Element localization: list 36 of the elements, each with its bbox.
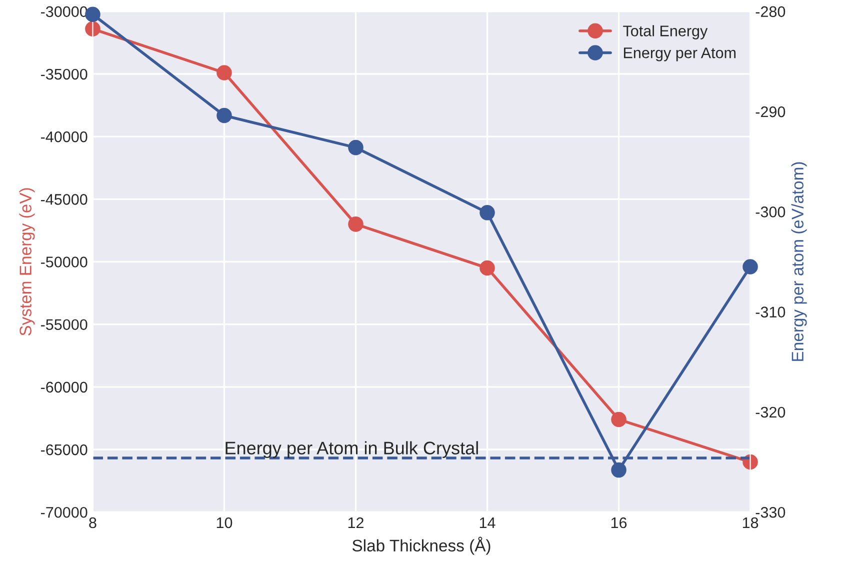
x-tick-label: 16 [611,517,627,528]
x-tick-label: 12 [348,517,364,528]
point [85,6,100,22]
y-tick-label: -60000 [40,382,88,393]
point [216,108,232,124]
legend-label: Total Energy [623,25,708,40]
y2-tick-label: -290 [756,106,786,118]
y-tick-label: -65000 [40,444,88,456]
point [611,412,626,428]
ref-line-label: Energy per Atom in Bulk Crystal [226,441,478,458]
point [742,259,758,274]
x-axis-title: Slab Thickness (Å) [352,536,490,555]
y2-tick-label: -300 [756,206,786,218]
y-tick-label: -40000 [40,131,88,142]
y-tick-label: -35000 [40,68,88,80]
y2-tick-label: -330 [756,506,786,518]
point [611,462,626,478]
y-tick-label: -45000 [40,194,88,205]
point [348,140,364,156]
y-tick-label: -50000 [40,256,88,268]
y2-axis-title: Energy per atom (eV/atom) [791,162,807,361]
y-tick-label: -70000 [40,506,88,518]
y-tick-label: -55000 [40,319,88,330]
x-tick-label: 8 [89,517,96,528]
y2-tick-label: -280 [756,6,786,18]
point [348,216,364,232]
x-tick-label: 10 [216,517,232,528]
x-tick-label: 18 [742,517,758,528]
x-tick-label: 14 [480,518,496,528]
legend-label: Energy per Atom [624,48,736,62]
point [216,65,232,80]
y2-tick-label: -310 [756,306,786,318]
point [480,205,495,220]
y-axis-title: System Energy (eV) [19,188,35,336]
y2-tick-label: -320 [756,406,786,418]
point [480,260,495,276]
